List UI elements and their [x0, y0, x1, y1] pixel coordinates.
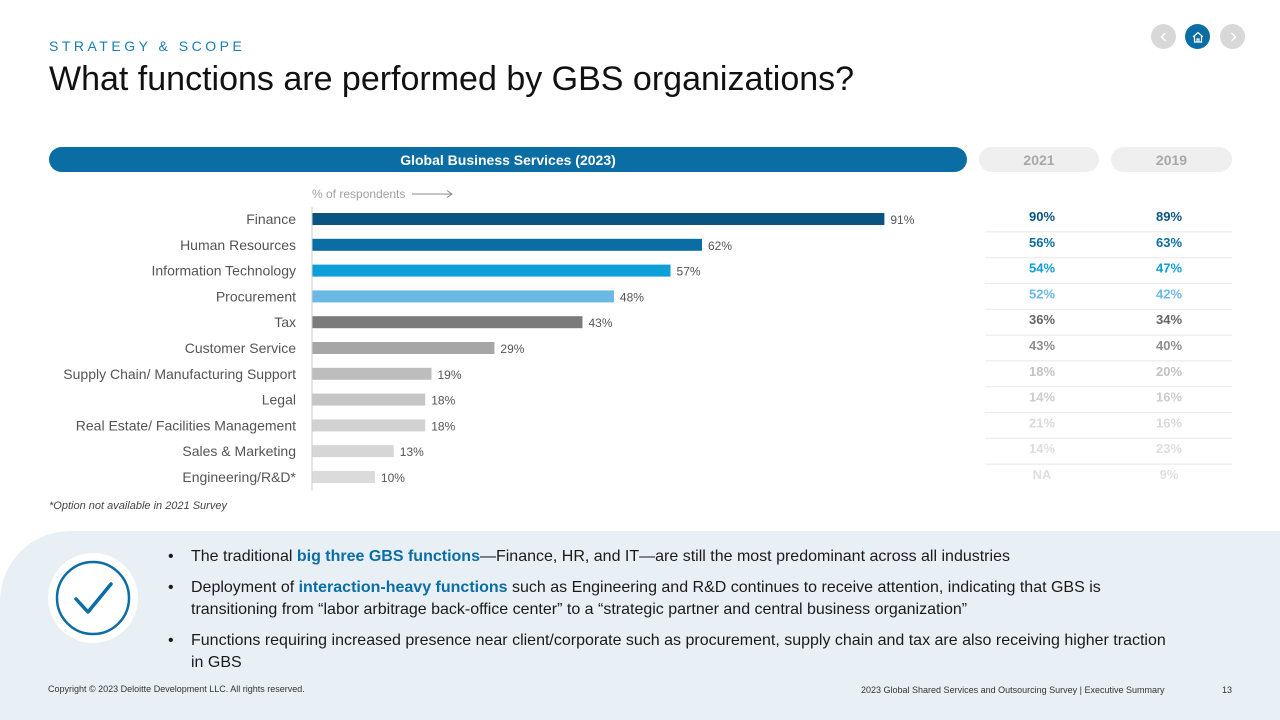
- respondents-label: % of respondents: [312, 187, 406, 201]
- value-2019: 16%: [1156, 415, 1182, 430]
- bar: [312, 342, 495, 354]
- takeaway-item: The traditional big three GBS functions—…: [168, 546, 1178, 568]
- checkmark-badge: [48, 553, 138, 643]
- category-label: Finance: [246, 211, 296, 227]
- value-2021: 54%: [1029, 261, 1055, 276]
- value-2019: 42%: [1156, 286, 1182, 301]
- bar-value-label: 57%: [677, 265, 701, 279]
- category-label: Sales & Marketing: [182, 443, 296, 459]
- bar: [312, 419, 426, 432]
- respondents-note: % of respondents: [312, 187, 455, 201]
- bar-value-label: 48%: [620, 290, 644, 304]
- bar-value-label: 91%: [890, 213, 914, 227]
- value-2019: 9%: [1160, 467, 1179, 482]
- bar-value-label: 18%: [431, 419, 455, 433]
- bar-value-label: 10%: [381, 471, 405, 485]
- value-2021: 56%: [1029, 235, 1055, 250]
- value-2019: 20%: [1156, 364, 1182, 379]
- prev-button[interactable]: [1151, 24, 1176, 49]
- category-label: Supply Chain/ Manufacturing Support: [63, 366, 296, 382]
- value-2019: 63%: [1156, 235, 1182, 250]
- year-2021-header: 2021: [979, 147, 1099, 172]
- value-2021: 21%: [1029, 415, 1055, 430]
- copyright: Copyright © 2023 Deloitte Development LL…: [48, 684, 305, 694]
- bar-value-label: 43%: [588, 316, 612, 330]
- category-label: Real Estate/ Facilities Management: [76, 417, 296, 433]
- value-2019: 40%: [1156, 338, 1182, 353]
- takeaway-item: Deployment of interaction-heavy function…: [168, 577, 1178, 621]
- value-2021: 43%: [1029, 338, 1055, 353]
- gbs-2023-header: Global Business Services (2023): [49, 147, 967, 172]
- bar-value-label: 19%: [438, 368, 462, 382]
- category-label: Human Resources: [180, 237, 296, 253]
- value-2019: 34%: [1156, 312, 1182, 327]
- bar-value-label: 62%: [708, 239, 732, 253]
- category-label: Legal: [262, 392, 296, 408]
- value-2021: 14%: [1029, 390, 1055, 405]
- value-2019: 16%: [1156, 390, 1182, 405]
- value-2021: 36%: [1029, 312, 1055, 327]
- bar-value-label: 18%: [431, 394, 455, 408]
- category-label: Procurement: [216, 288, 296, 304]
- value-2021: NA: [1033, 467, 1052, 482]
- next-button[interactable]: [1220, 24, 1245, 49]
- bar: [312, 367, 432, 380]
- category-label: Tax: [274, 314, 296, 330]
- value-2021: 14%: [1029, 441, 1055, 456]
- bar: [312, 264, 671, 277]
- value-2019: 47%: [1156, 261, 1182, 276]
- bar-value-label: 29%: [500, 342, 524, 356]
- takeaways-list: The traditional big three GBS functions—…: [168, 546, 1178, 683]
- functions-bar-chart: Finance 91% 90% 89% Human Resources 62% 56% 63%…: [63, 207, 1232, 491]
- value-2021: 52%: [1029, 286, 1055, 301]
- year-2019-header: 2019: [1111, 147, 1232, 172]
- bar-value-label: 13%: [400, 445, 424, 459]
- value-2021: 90%: [1029, 209, 1055, 224]
- bar: [312, 393, 426, 406]
- category-label: Customer Service: [185, 340, 296, 356]
- bar: [312, 238, 702, 251]
- bar: [312, 213, 885, 225]
- bar: [312, 316, 583, 329]
- value-2019: 23%: [1156, 441, 1182, 456]
- section-eyebrow: STRATEGY & SCOPE: [49, 38, 246, 54]
- page-number: 13: [1222, 685, 1233, 695]
- survey-title: 2023 Global Shared Services and Outsourc…: [861, 685, 1165, 695]
- arrow-right-icon: [412, 190, 454, 198]
- chevron-left-icon: [1160, 32, 1166, 41]
- value-2021: 18%: [1029, 364, 1055, 379]
- bar: [312, 290, 614, 303]
- home-icon: [1192, 31, 1203, 43]
- takeaway-item: Functions requiring increased presence n…: [168, 630, 1178, 674]
- check-icon: [55, 560, 131, 636]
- value-2019: 89%: [1156, 209, 1182, 224]
- chevron-right-icon: [1230, 32, 1236, 41]
- category-label: Engineering/R&D*: [182, 469, 296, 485]
- bar: [312, 471, 375, 483]
- home-button[interactable]: [1185, 24, 1210, 49]
- page-title: What functions are performed by GBS orga…: [49, 60, 855, 98]
- bar: [312, 445, 394, 458]
- footnote: *Option not available in 2021 Survey: [49, 500, 227, 512]
- category-label: Information Technology: [152, 263, 297, 279]
